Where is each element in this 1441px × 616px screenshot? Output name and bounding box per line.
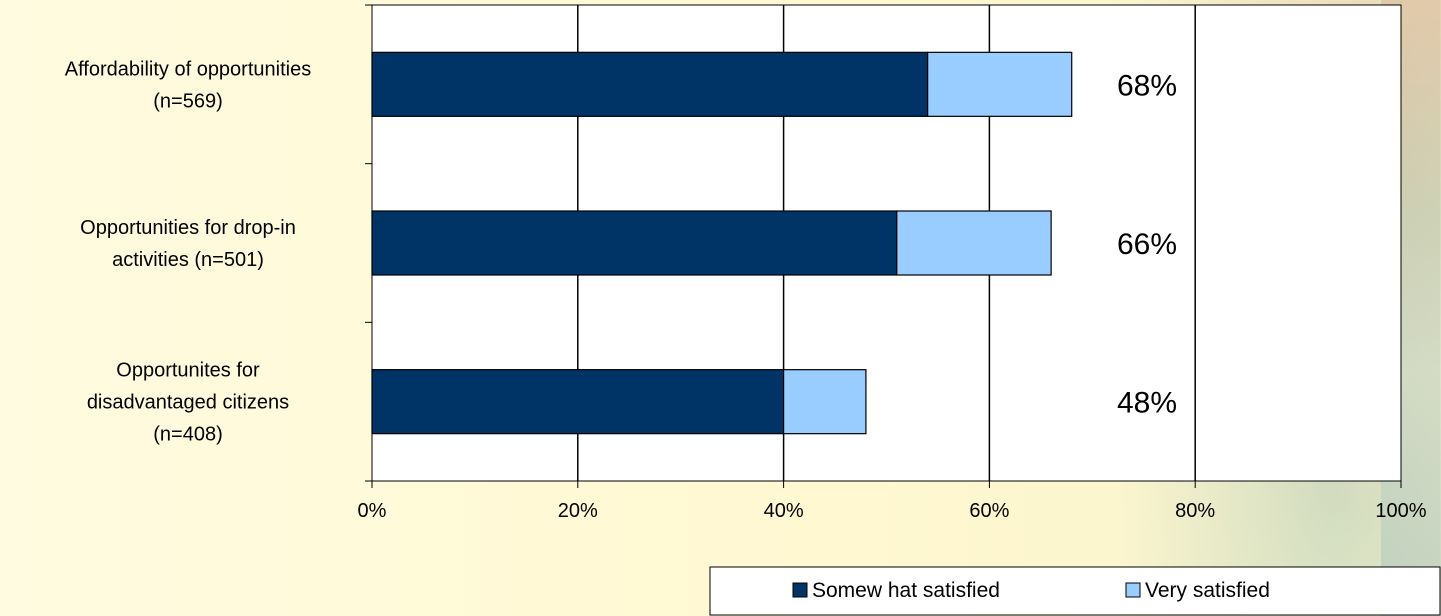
legend: Somew hat satisfied Very satisfied (709, 566, 1441, 616)
data-label: 48% (1117, 387, 1177, 420)
bar-somewhat-satisfied (371, 369, 785, 435)
category-label: Opportunites for disadvantaged citizens (n… (87, 360, 289, 446)
x-axis-ticks: 0% 20% 40% 60% 80% 100% (358, 481, 1427, 522)
bar-somewhat-satisfied (371, 51, 929, 117)
bar-very-satisfied (782, 369, 867, 435)
legend-swatch-very (1125, 582, 1141, 598)
data-label: 68% (1117, 69, 1177, 102)
y-axis-ticks (365, 4, 372, 482)
x-tick-label: 40% (764, 500, 804, 522)
bars (371, 51, 1073, 435)
x-tick-label: 100% (1375, 500, 1426, 522)
data-labels: 68% 66% 48% (1117, 69, 1177, 419)
x-tick-label: 60% (969, 500, 1009, 522)
x-tick-label: 20% (558, 500, 598, 522)
legend-box (709, 566, 1441, 616)
category-label: Opportunities for drop-in activities (n=5… (80, 217, 296, 271)
category-label: Affordability of opportunities (n=569) (65, 58, 311, 112)
legend-label-very: Very satisfied (1145, 579, 1270, 602)
category-labels: Affordability of opportunities (n=569) Opp… (65, 58, 311, 445)
data-label: 66% (1117, 228, 1177, 261)
legend-label-somewhat: Somew hat satisfied (812, 579, 1000, 602)
bar-very-satisfied (927, 51, 1073, 117)
legend-swatch-somewhat (792, 582, 808, 598)
x-tick-label: 0% (358, 500, 387, 522)
x-tick-label: 80% (1175, 500, 1215, 522)
bar-very-satisfied (896, 210, 1052, 276)
bar-somewhat-satisfied (371, 210, 898, 276)
